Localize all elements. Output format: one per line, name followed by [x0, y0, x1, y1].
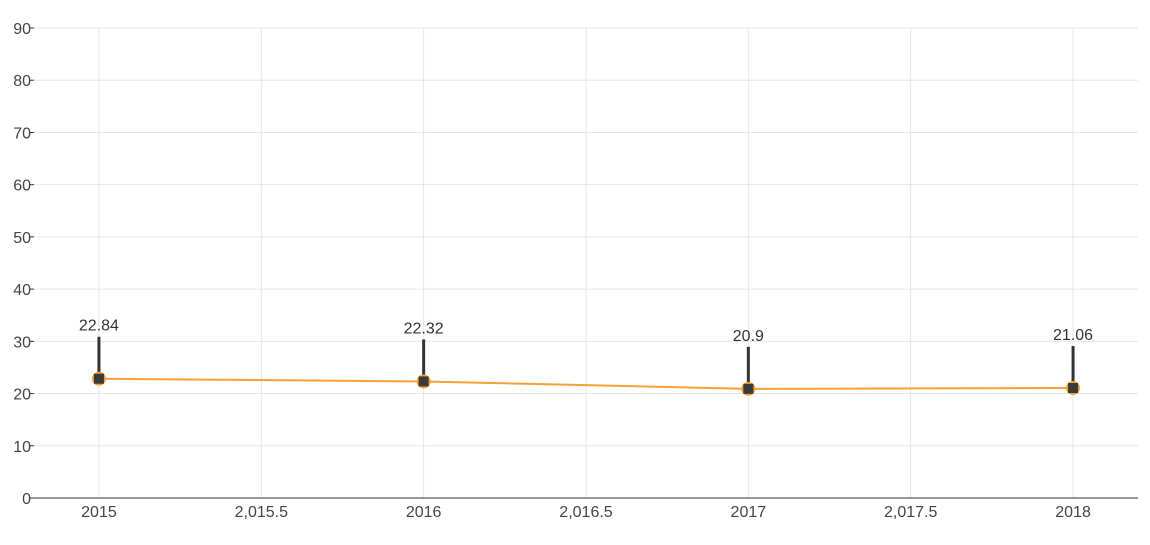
x-tick-label: 2016	[406, 504, 442, 521]
x-tick-label: 2017	[731, 504, 767, 521]
gridlines	[34, 27, 1138, 498]
y-tick-label: 50	[13, 230, 31, 247]
data-label: 21.06	[1053, 327, 1093, 344]
axes: 0 10 20 30 40 50 60 70 80 90 2015 2,015.5 2016 2,016.…	[13, 21, 1138, 521]
series-line	[98, 377, 1074, 390]
y-tick-label: 90	[13, 21, 31, 38]
series-layer	[91, 336, 1081, 396]
y-tick-label: 0	[22, 491, 31, 508]
data-point	[93, 373, 104, 384]
data-label: 20.9	[733, 328, 764, 345]
y-tick-label: 30	[13, 334, 31, 351]
data-labels: 22.84 22.32 20.9 21.06	[79, 318, 1093, 345]
data-label: 22.32	[404, 320, 444, 337]
x-tick-label: 2015	[81, 504, 117, 521]
data-point	[743, 383, 754, 394]
y-tick-label: 20	[13, 387, 31, 404]
data-point	[1068, 383, 1079, 394]
data-label: 22.84	[79, 318, 119, 335]
y-tick-label: 40	[13, 282, 31, 299]
x-tick-label: 2018	[1055, 504, 1091, 521]
y-tick-label: 70	[13, 125, 31, 142]
x-tick-label: 2,015.5	[235, 504, 288, 521]
x-tick-label: 2,016.5	[559, 504, 612, 521]
x-tick-label: 2,017.5	[884, 504, 937, 521]
data-point	[418, 376, 429, 387]
y-tick-label: 10	[13, 439, 31, 456]
y-tick-label: 60	[13, 178, 31, 195]
y-tick-label: 80	[13, 73, 31, 90]
